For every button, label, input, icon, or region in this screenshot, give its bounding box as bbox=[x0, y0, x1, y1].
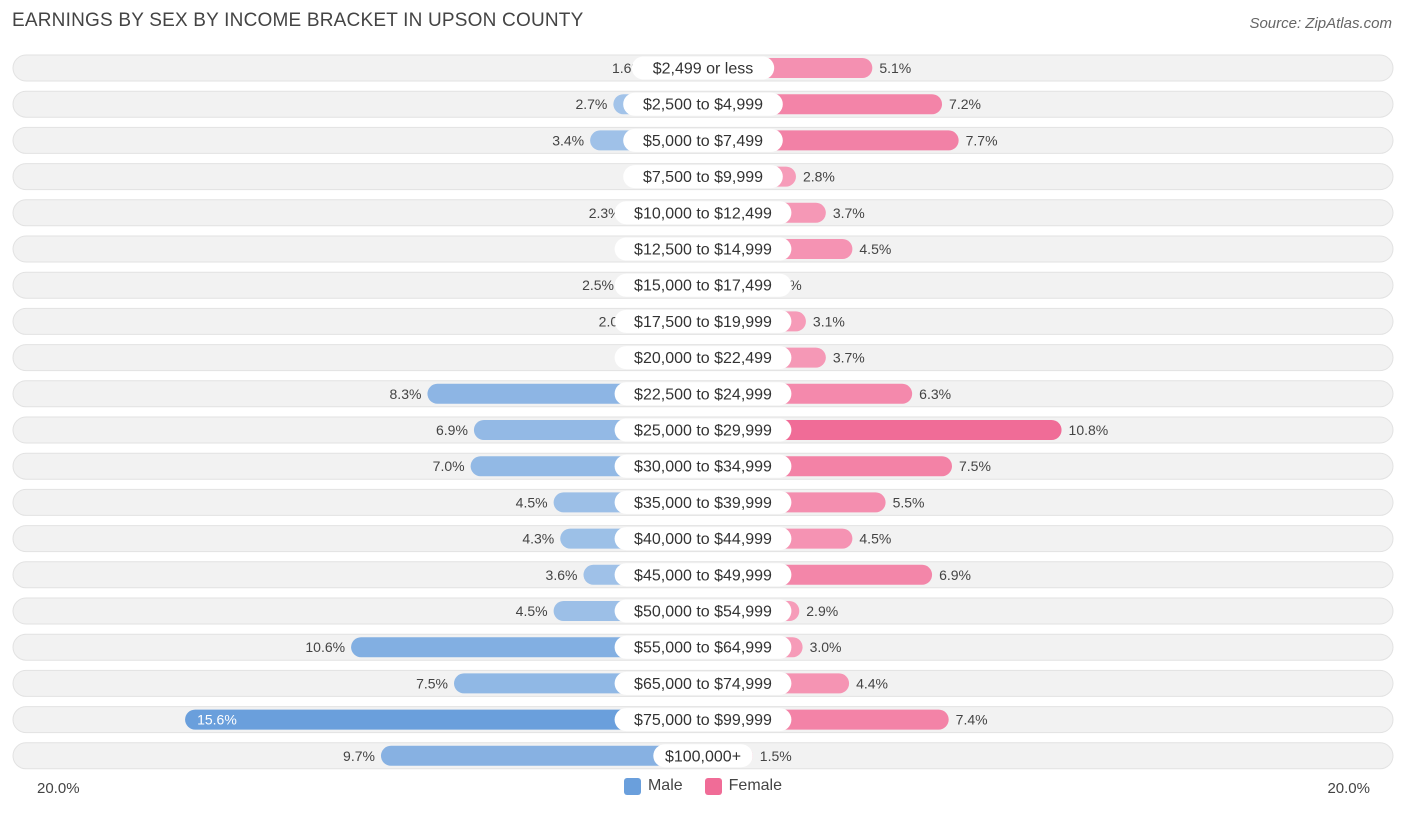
female-value-label: 10.8% bbox=[1069, 422, 1109, 438]
male-bar bbox=[185, 709, 703, 730]
category-label: $35,000 to $39,999 bbox=[634, 495, 772, 512]
category-label-bg bbox=[653, 744, 753, 768]
category-label: $55,000 to $64,999 bbox=[634, 640, 772, 657]
category-label: $2,499 or less bbox=[653, 61, 754, 78]
female-value-label: 2.8% bbox=[803, 169, 835, 185]
category-label-bg bbox=[614, 201, 792, 225]
male-bar bbox=[380, 745, 703, 766]
female-value-label: 1.5% bbox=[760, 748, 792, 764]
category-label-bg bbox=[614, 708, 792, 732]
male-value-label: 8.3% bbox=[390, 386, 422, 402]
category-label: $45,000 to $49,999 bbox=[634, 567, 772, 584]
male-value-label: 3.6% bbox=[546, 567, 578, 583]
female-value-label: 5.5% bbox=[893, 494, 925, 510]
male-value-label: 3.4% bbox=[552, 132, 584, 148]
category-label-bg bbox=[614, 273, 792, 297]
category-label-bg bbox=[614, 635, 792, 659]
category-label-bg bbox=[614, 418, 792, 442]
category-label: $22,500 to $24,999 bbox=[634, 386, 772, 403]
source-credit: Source: ZipAtlas.com bbox=[1249, 15, 1392, 32]
male-value-label: 2.3% bbox=[589, 205, 621, 221]
category-label-bg bbox=[614, 346, 792, 370]
female-value-label: 6.9% bbox=[939, 567, 971, 583]
female-value-label: 4.5% bbox=[859, 531, 891, 547]
male-value-label: 4.3% bbox=[522, 531, 554, 547]
category-label: $2,500 to $4,999 bbox=[643, 97, 763, 114]
category-label: $100,000+ bbox=[665, 748, 741, 765]
female-value-label: 6.3% bbox=[919, 386, 951, 402]
female-value-label: 2.9% bbox=[806, 603, 838, 619]
category-label-bg bbox=[614, 237, 792, 261]
category-label: $12,500 to $14,999 bbox=[634, 242, 772, 259]
category-label-bg bbox=[614, 527, 792, 551]
legend-female[interactable]: Female bbox=[704, 777, 783, 795]
category-label: $20,000 to $22,499 bbox=[634, 350, 772, 367]
category-label: $15,000 to $17,499 bbox=[634, 278, 772, 295]
male-bar bbox=[351, 637, 703, 658]
category-label-bg bbox=[614, 563, 792, 587]
female-value-label: 3.7% bbox=[833, 350, 865, 366]
female-value-label: 7.7% bbox=[966, 132, 998, 148]
chart-title: EARNINGS BY SEX BY INCOME BRACKET IN UPS… bbox=[12, 10, 584, 31]
male-value-label: 2.5% bbox=[582, 277, 614, 293]
axis-left-label: 20.0% bbox=[37, 780, 80, 797]
category-label: $30,000 to $34,999 bbox=[634, 459, 772, 476]
legend: Male Female bbox=[0, 777, 1406, 795]
male-value-label: 10.6% bbox=[305, 639, 345, 655]
female-value-label: 3.7% bbox=[833, 205, 865, 221]
female-value-label: 7.4% bbox=[956, 712, 988, 728]
male-value-label: 6.9% bbox=[436, 422, 468, 438]
category-label: $25,000 to $29,999 bbox=[634, 423, 772, 440]
category-label: $7,500 to $9,999 bbox=[643, 169, 763, 186]
category-label: $50,000 to $54,999 bbox=[634, 604, 772, 621]
female-value-label: 7.5% bbox=[959, 458, 991, 474]
category-label: $10,000 to $12,499 bbox=[634, 205, 772, 222]
legend-male[interactable]: Male bbox=[623, 777, 683, 795]
category-label-bg bbox=[614, 454, 792, 478]
category-label-bg bbox=[631, 56, 775, 80]
female-value-label: 3.1% bbox=[813, 313, 845, 329]
category-label-bg bbox=[614, 309, 792, 333]
category-label: $17,500 to $19,999 bbox=[634, 314, 772, 331]
male-value-label: 4.5% bbox=[516, 603, 548, 619]
legend-male-label: Male bbox=[647, 777, 683, 794]
male-value-label: 15.6% bbox=[197, 712, 237, 728]
category-label-bg bbox=[614, 382, 792, 406]
female-value-label: 3.0% bbox=[810, 639, 842, 655]
category-label-bg bbox=[623, 128, 783, 152]
axis-right-label: 20.0% bbox=[1327, 780, 1370, 797]
female-value-label: 4.5% bbox=[859, 241, 891, 257]
category-label: $5,000 to $7,499 bbox=[643, 133, 763, 150]
female-bar bbox=[703, 420, 1062, 440]
legend-female-label: Female bbox=[728, 777, 783, 794]
category-label-bg bbox=[614, 671, 792, 695]
category-label-bg bbox=[614, 490, 792, 514]
legend-female-swatch bbox=[704, 777, 722, 795]
male-value-label: 7.5% bbox=[416, 675, 448, 691]
category-label: $65,000 to $74,999 bbox=[634, 676, 772, 693]
female-value-label: 4.4% bbox=[856, 675, 888, 691]
male-value-label: 2.7% bbox=[575, 96, 607, 112]
legend-male-swatch bbox=[623, 777, 641, 795]
male-value-label: 9.7% bbox=[343, 748, 375, 764]
category-label-bg bbox=[623, 92, 783, 116]
category-label: $40,000 to $44,999 bbox=[634, 531, 772, 548]
category-label: $75,000 to $99,999 bbox=[634, 712, 772, 729]
male-value-label: 4.5% bbox=[516, 494, 548, 510]
category-label-bg bbox=[623, 165, 783, 189]
female-value-label: 5.1% bbox=[879, 60, 911, 76]
male-value-label: 7.0% bbox=[433, 458, 465, 474]
category-label-bg bbox=[614, 599, 792, 623]
female-value-label: 7.2% bbox=[949, 96, 981, 112]
